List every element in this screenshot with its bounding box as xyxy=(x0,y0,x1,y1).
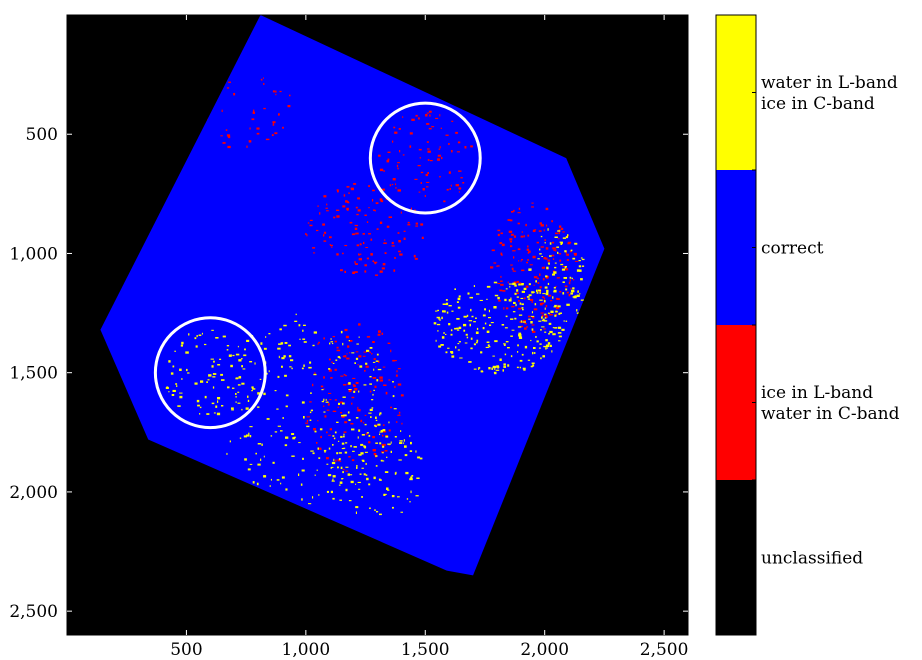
colorbar-label-correct: correct xyxy=(761,239,824,259)
mismatch-region-water_l_ice_c xyxy=(215,313,397,505)
colorbar-swatch-water_l_ice_c xyxy=(716,15,756,170)
plot-frame xyxy=(66,14,689,636)
x-tick-label: 500 xyxy=(170,640,202,660)
classification-speckle xyxy=(165,77,585,516)
x-tick-label: 1,000 xyxy=(282,640,331,660)
y-tick-label: 2,500 xyxy=(9,602,58,622)
mismatch-region-ice_l_water_c xyxy=(378,110,473,203)
x-tick-label: 1,500 xyxy=(401,640,450,660)
mismatch-region-water_l_ice_c xyxy=(165,329,256,416)
highlight-circle-1 xyxy=(368,101,482,215)
y-tick-label: 1,500 xyxy=(9,364,58,384)
colorbar-label-unclassified: unclassified xyxy=(761,549,863,569)
y-tick-label: 500 xyxy=(26,125,58,145)
colorbar-swatch-correct xyxy=(716,170,756,325)
highlight-circle-2 xyxy=(153,316,267,430)
mismatch-region-ice_l_water_c xyxy=(305,183,424,276)
colorbar-swatch-unclassified xyxy=(716,480,756,635)
x-tick-label: 2,000 xyxy=(520,640,569,660)
mismatch-region-water_l_ice_c xyxy=(433,281,562,375)
x-axis: 500 1,000 1,500 2,000 2,500 xyxy=(170,15,688,660)
colorbar-label-water_l_ice_c: ice in C-band xyxy=(761,94,875,114)
mismatch-region-water_l_ice_c xyxy=(330,416,423,516)
swath-footprint xyxy=(100,15,605,576)
colorbar-swatch-ice_l_water_c xyxy=(716,325,756,480)
mismatch-region-water_l_ice_c xyxy=(528,228,585,331)
mismatch-region-ice_l_water_c xyxy=(305,323,404,472)
x-tick-label: 2,500 xyxy=(640,640,689,660)
y-tick-label: 1,000 xyxy=(9,244,58,264)
colorbar-label-ice_l_water_c: water in C-band xyxy=(761,404,900,424)
colorbar-label-water_l_ice_c: water in L-band xyxy=(761,73,898,93)
y-axis: 500 1,000 1,500 2,000 2,500 xyxy=(9,125,688,622)
colorbar-label-ice_l_water_c: ice in L-band xyxy=(761,383,873,403)
highlight-circles xyxy=(153,101,482,430)
plot-area: 500 1,000 1,500 2,000 2,500 500 1,000 1,500 2,0… xyxy=(9,14,689,660)
colorbar-frame xyxy=(715,14,757,636)
y-tick-label: 2,000 xyxy=(9,483,58,503)
